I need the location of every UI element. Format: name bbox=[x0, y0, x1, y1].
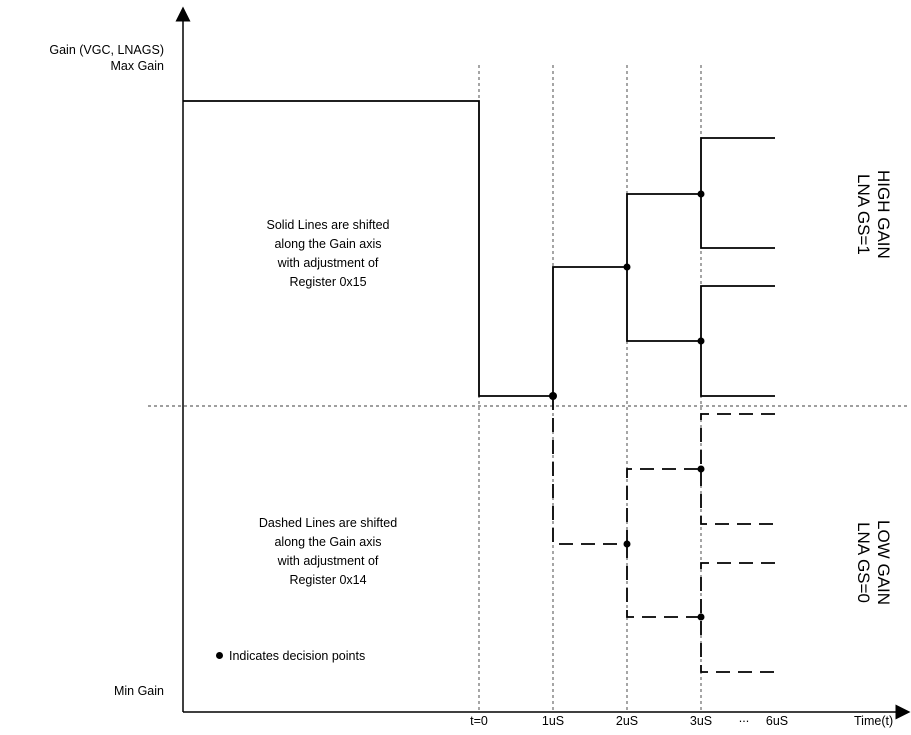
tick-label: 6uS bbox=[765, 714, 789, 728]
decision-point bbox=[697, 613, 705, 621]
tick-label: 3uS bbox=[689, 714, 713, 728]
high-gain-region-label: HIGH GAIN LNA GS=1 bbox=[854, 170, 893, 259]
y-axis-title: Gain (VGC, LNAGS) bbox=[49, 43, 164, 57]
decision-point bbox=[697, 190, 705, 198]
x-axis-title: Time(t) bbox=[854, 714, 894, 728]
tick-label: 1uS bbox=[541, 714, 565, 728]
tick-label: 2uS bbox=[615, 714, 639, 728]
tick-label: ... bbox=[738, 711, 750, 725]
decision-points bbox=[549, 190, 705, 621]
min-gain-label: Min Gain bbox=[113, 684, 164, 698]
decision-point bbox=[623, 540, 631, 548]
decision-point bbox=[697, 465, 705, 473]
tick-label: t=0 bbox=[470, 714, 488, 728]
low-gain-region-label: LOW GAIN LNA GS=0 bbox=[854, 520, 893, 606]
decision-point-icon bbox=[216, 652, 223, 659]
decision-point-legend: Indicates decision points bbox=[216, 649, 365, 664]
dashed-lines bbox=[552, 396, 775, 673]
time-gridlines bbox=[478, 65, 702, 712]
dashed-lines-note: Dashed Lines are shifted along the Gain … bbox=[258, 516, 398, 587]
decision-point bbox=[697, 337, 705, 345]
max-gain-label: Max Gain bbox=[110, 59, 165, 73]
decision-point bbox=[623, 263, 631, 271]
solid-lines-note: Solid Lines are shifted along the Gain a… bbox=[266, 218, 390, 289]
solid-lines bbox=[183, 100, 775, 397]
decision-point bbox=[549, 392, 557, 400]
